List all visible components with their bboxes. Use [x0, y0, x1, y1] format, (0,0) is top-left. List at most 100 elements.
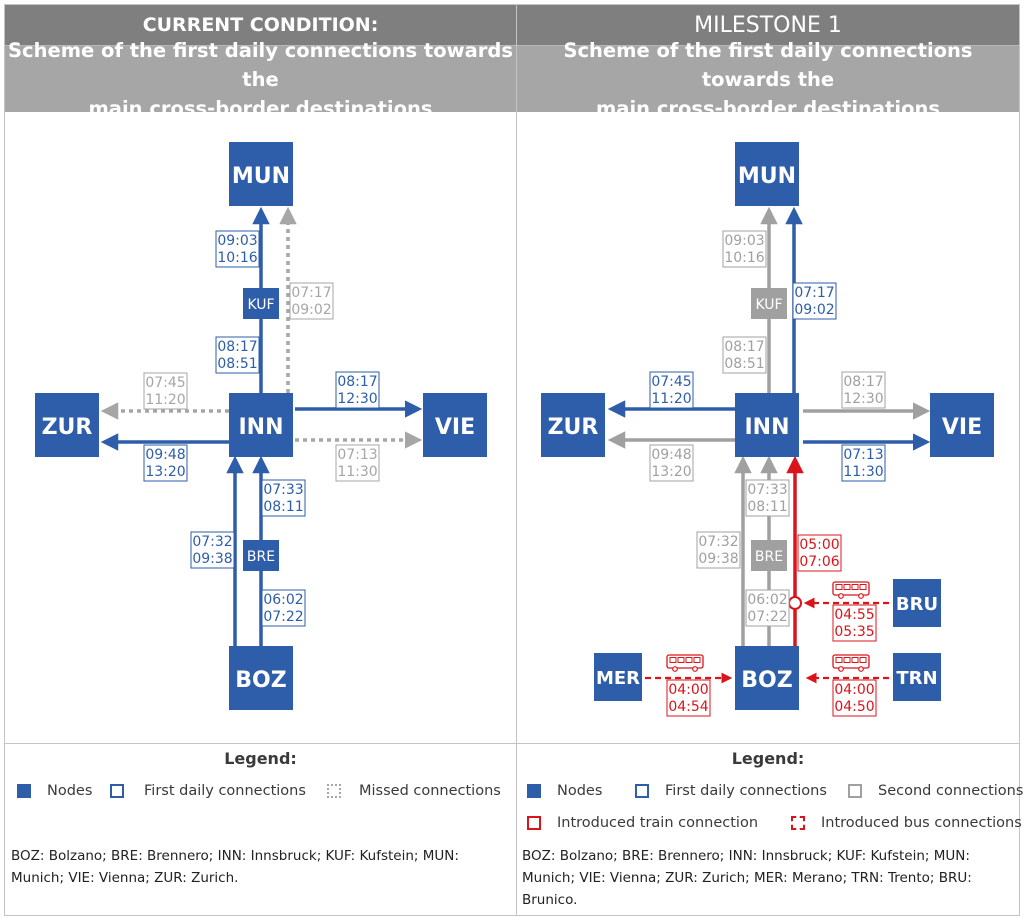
time-vie-first-2: 12:30 — [337, 391, 377, 407]
legend-label-missed: Missed connections — [359, 783, 501, 799]
node-mun — [735, 142, 799, 206]
legend-title: Legend: — [224, 749, 297, 768]
abbreviations-line-1: BOZ: Bolzano; BRE: Brennero; INN: Innsbr… — [522, 848, 970, 864]
time-label-boz-inn: 07:32 09:38 — [696, 531, 741, 569]
time-boz-inn-1: 07:32 — [698, 534, 738, 550]
time-label-zur-second: 09:48 13:20 — [649, 444, 694, 482]
node-kuf-label: KUF — [755, 297, 782, 313]
legend-label-train: Introduced train connection — [557, 815, 759, 831]
node-inn-label: INN — [744, 415, 789, 440]
time-vie-first-1: 08:17 — [337, 374, 377, 390]
milestone-1-panel: MILESTONE 1 Scheme of the first daily co… — [516, 4, 1023, 916]
time-boz-inn-2: 09:38 — [192, 551, 232, 567]
time-kuf-mun-1: 09:03 — [724, 233, 764, 249]
subtitle-line-2: main cross-border destinations — [88, 96, 433, 120]
time-boz-bre-1: 06:02 — [263, 592, 303, 608]
legend-item-nodes: Nodes — [527, 783, 602, 799]
time-vie-first-2: 11:30 — [843, 464, 883, 480]
time-label-inn-mun: 07:17 09:02 — [792, 282, 837, 320]
time-label-inn-kuf: 08:17 08:51 — [722, 336, 767, 374]
legend-swatch-nodes — [17, 784, 31, 798]
legend-divider — [5, 743, 516, 744]
legend-item-second: Second connections — [848, 783, 1023, 799]
node-vie-label: VIE — [435, 415, 475, 440]
time-bre-inn-1: 07:33 — [263, 482, 303, 498]
time-label-zur-first: 07:45 11:20 — [649, 371, 694, 409]
legend-label-nodes: Nodes — [557, 783, 603, 799]
time-label-vie-second: 08:17 12:30 — [841, 371, 886, 409]
node-zur — [541, 393, 605, 457]
time-inn-kuf-2: 08:51 — [724, 356, 764, 372]
time-mer-bus-2: 04:54 — [668, 699, 708, 715]
legend-label-second: Second connections — [878, 783, 1024, 799]
node-boz-label: BOZ — [741, 668, 792, 693]
time-vie-missed-1: 07:13 — [337, 447, 377, 463]
node-bre — [243, 540, 279, 571]
node-kuf — [751, 288, 787, 319]
time-label-zur-first: 09:48 13:20 — [143, 444, 188, 482]
node-mer-label: MER — [596, 668, 640, 689]
subtitle-line-1: Scheme of the first daily connections to… — [563, 38, 973, 91]
node-trn-label: TRN — [896, 668, 937, 689]
time-inn-mun-missed-2: 09:02 — [291, 302, 331, 318]
time-bre-inn-1: 07:33 — [747, 482, 787, 498]
abbreviations-line-2: Munich; VIE: Vienna; ZUR: Zurich. — [11, 870, 239, 886]
node-zur — [35, 393, 99, 457]
time-boz-inn-2: 09:38 — [698, 551, 738, 567]
legend-label-first: First daily connections — [144, 783, 306, 799]
node-inn — [735, 393, 799, 457]
time-inn-kuf-1: 08:17 — [217, 339, 257, 355]
panel-title-text: MILESTONE 1 — [694, 12, 842, 38]
time-label-bre-inn: 07:33 08:11 — [745, 479, 790, 517]
time-inn-mun-2: 09:02 — [794, 302, 834, 318]
panel-title: CURRENT CONDITION: — [5, 5, 516, 46]
time-zur-first-2: 11:20 — [651, 391, 691, 407]
legend-swatch-train — [527, 816, 541, 830]
abbreviations-note: BOZ: Bolzano; BRE: Brennero; INN: Innsbr… — [522, 845, 972, 911]
legend-item-train: Introduced train connection — [527, 815, 758, 831]
node-vie — [930, 393, 994, 457]
time-boz-bre-2: 07:22 — [263, 609, 303, 625]
node-bre — [751, 540, 787, 571]
time-label-inn-kuf: 08:17 08:51 — [215, 336, 260, 374]
legend-item-bus: Introduced bus connections — [791, 815, 1022, 831]
time-kuf-mun-1: 09:03 — [217, 233, 257, 249]
time-label-mer-bus: 04:00 04:54 — [666, 679, 711, 717]
node-bru-label: BRU — [896, 594, 938, 615]
time-label-bre-inn: 07:33 08:11 — [261, 479, 306, 517]
time-inn-mun-missed-1: 07:17 — [291, 285, 331, 301]
panel-subtitle: Scheme of the first daily connections to… — [5, 39, 516, 120]
node-boz-label: BOZ — [235, 668, 286, 693]
legend-item-first: First daily connections — [635, 783, 827, 799]
time-vie-second-1: 08:17 — [843, 374, 883, 390]
legend-swatch-first — [635, 784, 649, 798]
time-label-vie-missed: 07:13 11:30 — [335, 444, 380, 482]
time-vie-first-1: 07:13 — [843, 447, 883, 463]
time-trn-bus-1: 04:00 — [834, 682, 874, 698]
time-label-boz-bre: 06:02 07:22 — [261, 589, 306, 627]
time-label-vie-first: 08:17 12:30 — [335, 371, 380, 409]
legend-swatch-first — [110, 784, 124, 798]
legend-divider — [517, 743, 1019, 744]
time-inn-kuf-1: 08:17 — [724, 339, 764, 355]
time-bre-inn-2: 08:11 — [747, 499, 787, 515]
node-mer — [594, 653, 642, 701]
node-inn-label: INN — [238, 415, 283, 440]
time-label-kuf-mun: 09:03 10:16 — [215, 230, 260, 268]
milestone-connection-diagram: MUN INN ZUR VIE BOZ KUF BRE MER TRN BRU … — [541, 142, 994, 717]
time-vie-missed-2: 11:30 — [337, 464, 377, 480]
node-vie-label: VIE — [942, 415, 982, 440]
time-label-boz-bre: 06:02 07:22 — [745, 589, 790, 627]
time-zur-second-1: 09:48 — [651, 447, 691, 463]
time-trn-bus-2: 04:50 — [834, 699, 874, 715]
legend-item-first: First daily connections — [110, 783, 306, 799]
time-zur-second-2: 13:20 — [651, 464, 691, 480]
node-mun-label: MUN — [232, 164, 290, 189]
time-kuf-mun-2: 10:16 — [217, 250, 257, 266]
node-zur-label: ZUR — [548, 415, 599, 440]
legend-swatch-bus — [791, 816, 805, 830]
legend-item-nodes: Nodes — [17, 783, 92, 799]
time-label-inn-mun-missed: 07:17 09:02 — [289, 282, 334, 320]
time-mer-bus-1: 04:00 — [668, 682, 708, 698]
node-inn — [229, 393, 293, 457]
